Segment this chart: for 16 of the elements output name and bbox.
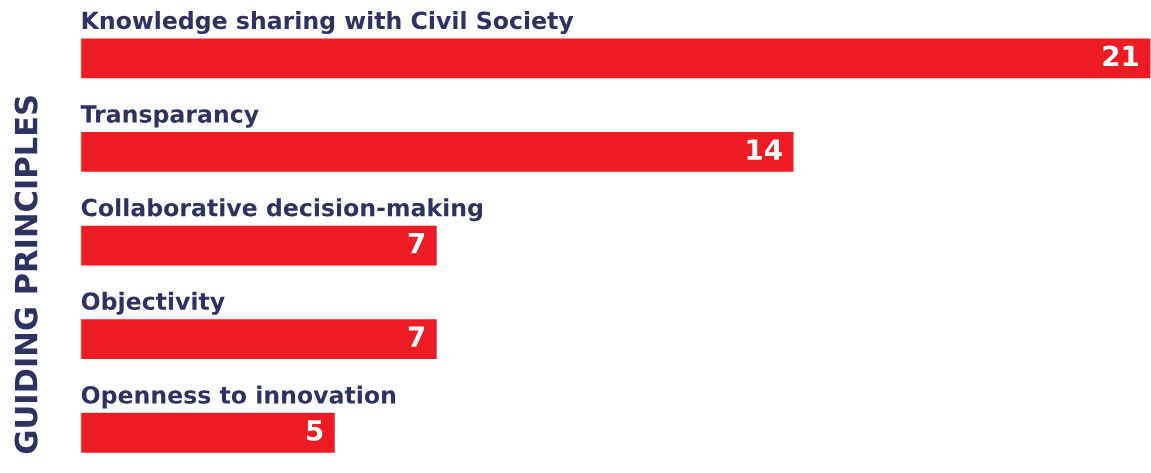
bar — [80, 224, 439, 267]
data-label: 21 — [1103, 45, 1138, 67]
data-label: 7 — [408, 232, 425, 254]
y-tick-label: Knowledge sharing with Civil Society — [82, 11, 574, 35]
y-tick-label: Transparancy — [80, 105, 259, 128]
y-tick-label: Objectivity — [81, 291, 225, 315]
data-label: 7 — [408, 326, 425, 347]
y-axis-title: GUIDING PRINCIPLES — [14, 96, 38, 454]
y-tick-label: Openness to innovation — [81, 385, 396, 409]
y-tick-label: Collaborative decision-making — [81, 198, 482, 222]
bar — [80, 130, 795, 174]
data-label: 5 — [307, 420, 323, 441]
bar — [80, 37, 1151, 80]
bar — [80, 317, 439, 361]
data-label: 14 — [747, 139, 782, 160]
bar — [80, 411, 337, 455]
